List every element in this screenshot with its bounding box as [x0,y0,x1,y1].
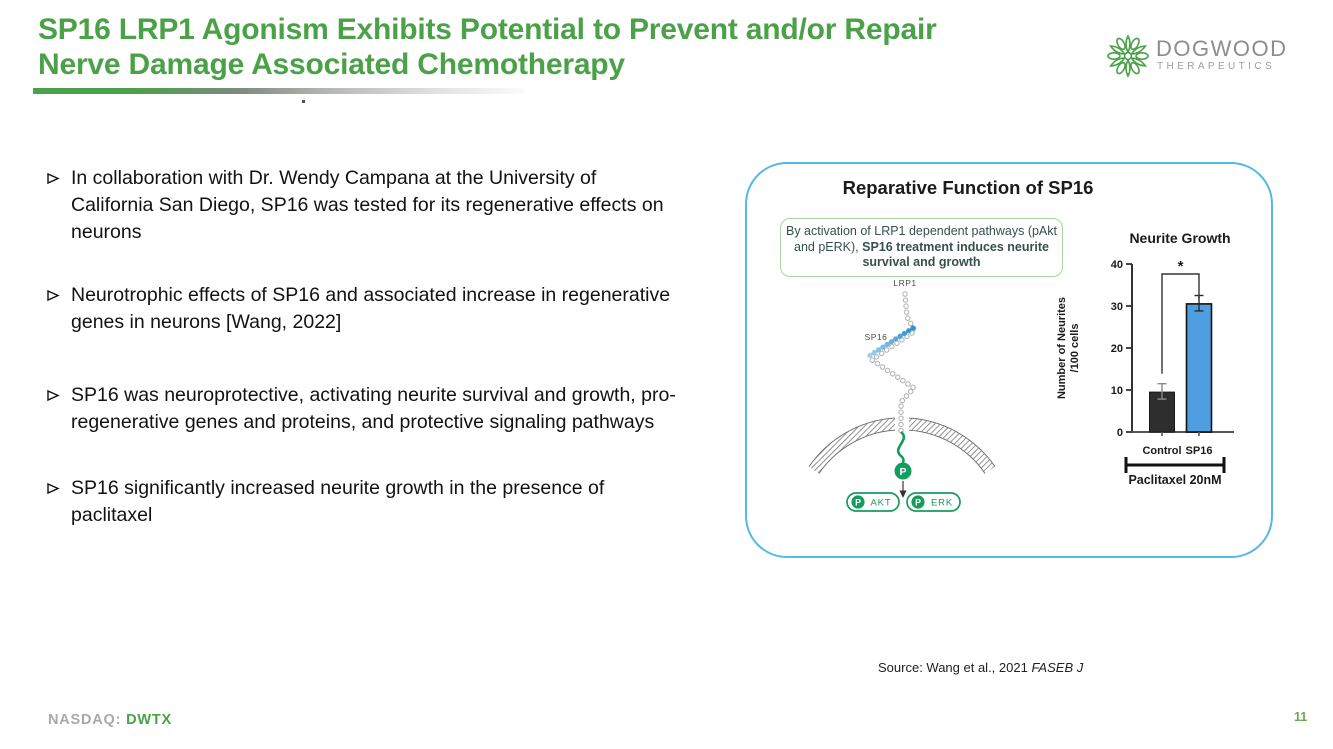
phospho-label: P [899,466,906,478]
bullet-text: Neurotrophic effects of SP16 and associa… [71,284,671,333]
bullet-text: SP16 significantly increased neurite gro… [71,477,605,526]
akt-pill: P AKT [846,492,900,512]
dogwood-logo: DOGWOOD THERAPEUTICS [1104,28,1324,84]
y-tick-label: 40 [1111,259,1123,271]
source-prefix: Source: Wang et al., 2021 [878,660,1032,675]
bullet-arrow-icon [47,482,60,495]
erk-pill: P ERK [906,492,961,512]
sp16-label: SP16 [865,332,888,342]
bullet-arrow-icon [47,289,60,302]
bullet-arrow-icon [47,389,60,402]
akt-p-label: P [855,497,861,507]
y-tick-label: 0 [1117,427,1123,439]
source-note: Source: Wang et al., 2021 FASEB J [878,660,1083,675]
panel-title: Reparative Function of SP16 [842,177,1094,198]
neurite-growth-chart: Neurite Growth 0 10 20 30 40 Number of Neurite… [1056,230,1234,487]
page-title-line-2: Nerve Damage Associated Chemotherapy [38,48,625,81]
logo-wordmark: DOGWOOD [1156,36,1288,61]
lrp1-receptor-chain [867,291,919,437]
bullet-arrow-icon [47,172,60,185]
bullet-text: SP16 was neuroprotective, activating neu… [71,384,676,433]
reparative-function-panel: Reparative Function of SP16 By activatio… [745,162,1273,558]
bullet-item: SP16 significantly increased neurite gro… [47,475,679,529]
mechanism-callout-box: By activation of LRP1 dependent pathways… [780,218,1063,277]
bullet-item: In collaboration with Dr. Wendy Campana … [47,165,679,246]
significance-star: * [1178,258,1184,275]
stray-dot [302,100,305,103]
ticker-row: NASDAQ: DWTX [48,712,172,728]
akt-label: AKT [871,498,892,509]
page-title: SP16 LRP1 Agonism Exhibits Potential to … [38,12,1098,82]
callout-text-normal: By activation of LRP1 dependent pathways… [786,224,1057,254]
dogwood-flower-icon [1107,34,1149,78]
bullet-item: SP16 was neuroprotective, activating neu… [47,382,679,436]
y-tick-label: 20 [1111,343,1123,355]
exchange-label: NASDAQ: [48,712,122,728]
sp16-ligand-chain [866,325,916,359]
logo-subtext: THERAPEUTICS [1157,61,1276,72]
erk-label: ERK [931,498,953,509]
y-axis-label: /100 cells [1069,324,1081,373]
ticker-symbol: DWTX [126,712,172,728]
bar-sp16 [1185,303,1213,433]
lrp1-pathway-diagram: LRP1 SP16 P P AKT P [808,278,996,512]
lrp1-label: LRP1 [893,278,916,288]
title-underline [33,88,525,94]
chart-title: Neurite Growth [1129,230,1230,246]
signal-arrow [899,481,907,498]
phospho-circle: P [894,462,912,480]
erk-p-label: P [915,497,921,507]
page-number: 11 [1294,710,1308,724]
y-tick-label: 30 [1111,301,1123,313]
y-axis-label: Number of Neurites [1056,297,1068,399]
callout-text-bold: SP16 treatment induces neurite survival … [862,239,1049,270]
signal-squiggle [896,430,906,464]
source-journal: FASEB J [1031,660,1084,675]
bullet-list: In collaboration with Dr. Wendy Campana … [47,165,679,529]
significance-bracket [1161,273,1200,374]
page-title-line-1: SP16 LRP1 Agonism Exhibits Potential to … [38,13,937,46]
x-tick-label: SP16 [1186,445,1213,457]
bullet-text: In collaboration with Dr. Wendy Campana … [71,167,664,243]
y-tick-label: 10 [1111,385,1123,397]
x-tick-label: Control [1142,445,1181,457]
bullet-item: Neurotrophic effects of SP16 and associa… [47,282,679,336]
group-label: Paclitaxel 20nM [1128,473,1221,487]
